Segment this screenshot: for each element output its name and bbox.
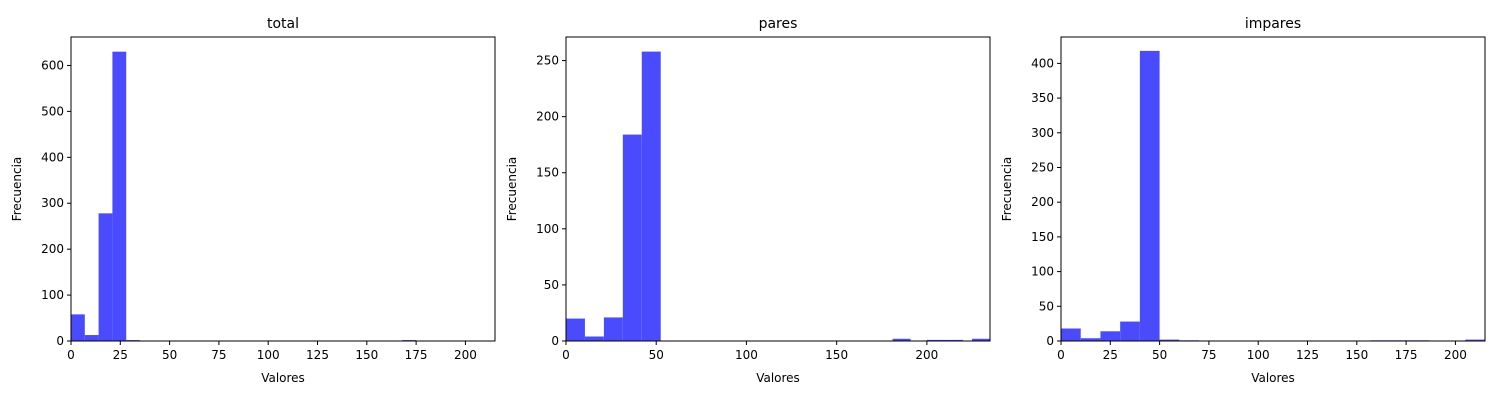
chart-title: total	[267, 16, 299, 32]
x-tick-label: 100	[257, 348, 280, 362]
x-tick-label: 100	[1247, 348, 1270, 362]
histogram-bar	[99, 213, 113, 341]
x-tick-label: 0	[67, 348, 75, 362]
y-axis-label: Frecuencia	[1000, 157, 1014, 222]
x-tick-label: 150	[355, 348, 378, 362]
axes-frame	[1061, 37, 1485, 341]
x-tick-label: 125	[1296, 348, 1319, 362]
x-axis-label: Valores	[261, 371, 305, 385]
histogram-bar	[585, 337, 604, 341]
y-tick-label: 300	[41, 196, 64, 210]
x-tick-label: 50	[162, 348, 177, 362]
y-tick-label: 50	[544, 278, 559, 292]
y-tick-label: 500	[41, 104, 64, 118]
y-tick-label: 200	[41, 242, 64, 256]
histogram-bar	[1061, 329, 1081, 341]
histogram-bar	[623, 135, 642, 341]
subplot-total: 0 25 50 75 100 125 150 175 200 0 100 200 300 400 500 60…	[10, 16, 495, 385]
histogram-bar	[566, 319, 585, 341]
x-tick-label: 75	[211, 348, 226, 362]
y-tick-label: 100	[536, 222, 559, 236]
x-tick-label: 200	[1444, 348, 1467, 362]
y-tick-label: 150	[536, 166, 559, 180]
y-tick-label: 350	[1031, 91, 1054, 105]
x-tick-label: 175	[405, 348, 428, 362]
y-tick-label: 250	[1031, 160, 1054, 174]
x-axis-label: Valores	[756, 371, 800, 385]
y-tick-label: 50	[1039, 299, 1054, 313]
x-tick-label: 25	[1103, 348, 1118, 362]
y-tick-label: 100	[41, 288, 64, 302]
x-tick-label: 150	[825, 348, 848, 362]
y-axis-label: Frecuencia	[505, 157, 519, 222]
x-tick-label: 0	[562, 348, 570, 362]
x-tick-label: 200	[454, 348, 477, 362]
chart-title: pares	[759, 16, 798, 32]
x-axis-label: Valores	[1251, 371, 1295, 385]
x-tick-label: 125	[306, 348, 329, 362]
y-tick-label: 0	[1046, 334, 1054, 348]
y-tick-label: 0	[56, 334, 64, 348]
x-tick-label: 0	[1057, 348, 1065, 362]
histogram-bar	[85, 335, 99, 341]
histogram-bar	[112, 52, 126, 341]
x-tick-label: 150	[1345, 348, 1368, 362]
x-tick-label: 25	[113, 348, 128, 362]
subplot-impares: 0 25 50 75 100 125 150 175 200 0 50 100 150 200 250 300…	[1000, 16, 1485, 385]
y-tick-label: 200	[536, 110, 559, 124]
y-tick-label: 200	[1031, 195, 1054, 209]
x-tick-label: 200	[915, 348, 938, 362]
x-tick-label: 75	[1201, 348, 1216, 362]
y-tick-label: 100	[1031, 265, 1054, 279]
x-tick-label: 100	[735, 348, 758, 362]
y-tick-label: 400	[1031, 56, 1054, 70]
x-tick-label: 50	[1152, 348, 1167, 362]
y-tick-label: 600	[41, 58, 64, 72]
y-axis-label: Frecuencia	[10, 157, 24, 222]
y-tick-label: 150	[1031, 230, 1054, 244]
x-tick-label: 50	[649, 348, 664, 362]
histogram-bar	[1120, 322, 1140, 341]
histogram-bar	[604, 317, 623, 341]
histogram-bar	[642, 52, 661, 341]
y-tick-label: 250	[536, 54, 559, 68]
y-tick-label: 300	[1031, 126, 1054, 140]
histogram-bar	[1100, 331, 1120, 341]
chart-title: impares	[1245, 16, 1301, 32]
histogram-bar	[1140, 51, 1160, 341]
x-tick-label: 175	[1395, 348, 1418, 362]
y-tick-label: 400	[41, 150, 64, 164]
axes-frame	[71, 37, 495, 341]
subplot-pares: 0 50 100 150 200 0 50 100 150 200 250 pares Valores F…	[505, 16, 990, 385]
y-tick-label: 0	[551, 334, 559, 348]
histogram-bar	[71, 314, 85, 341]
